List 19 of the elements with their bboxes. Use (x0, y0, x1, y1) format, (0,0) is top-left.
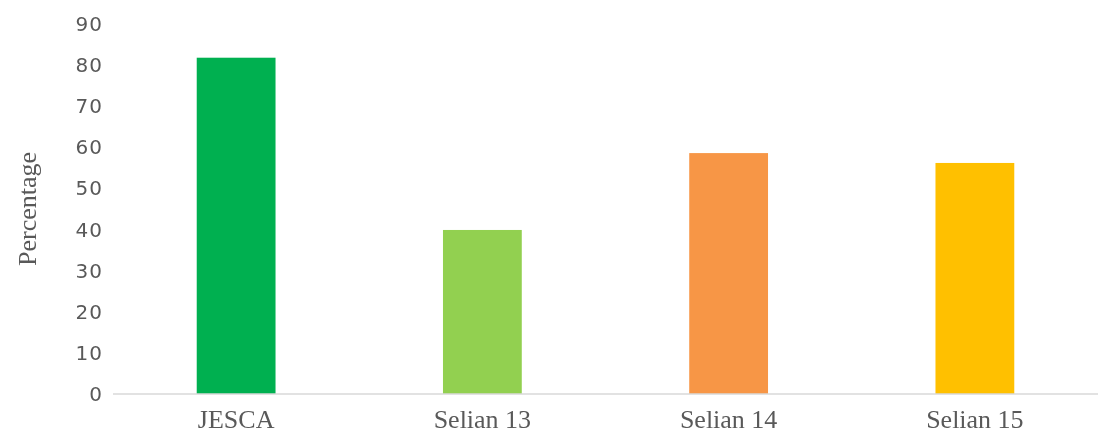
y-tick-label: 70 (75, 94, 103, 119)
bar (196, 57, 276, 394)
y-tick-label: 90 (75, 12, 103, 36)
y-tick-label: 40 (75, 217, 103, 242)
x-tick-label: Selian 13 (433, 405, 532, 432)
x-tick-label: JESCA (197, 405, 275, 432)
y-tick-label: 20 (75, 299, 103, 324)
bar (442, 229, 522, 394)
y-tick-label: 0 (89, 382, 103, 406)
y-tick-label: 50 (75, 176, 103, 201)
x-tick-label: Selian 15 (926, 405, 1024, 432)
bar (935, 162, 1015, 394)
y-tick-label: 10 (75, 340, 103, 365)
bar (689, 153, 769, 394)
y-tick-label: 30 (75, 258, 103, 283)
y-tick-label: 80 (75, 53, 103, 78)
y-axis-title: Percentage (13, 151, 42, 267)
y-tick-label: 60 (75, 135, 103, 160)
x-tick-label: Selian 14 (679, 405, 778, 432)
